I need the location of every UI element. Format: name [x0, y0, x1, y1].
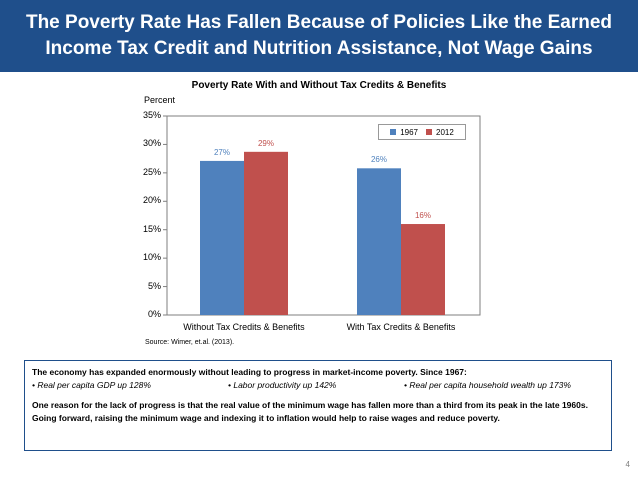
y-tick-label: 30% — [142, 138, 161, 149]
plot-area — [166, 115, 481, 316]
notes-box: The economy has expanded enormously with… — [24, 360, 612, 451]
y-tick-label: 5% — [147, 280, 161, 291]
slide-title-line1: The Poverty Rate Has Fallen Because of P… — [25, 12, 613, 33]
data-label-1967-with: 26% — [370, 155, 387, 165]
y-tick-label: 20% — [142, 195, 161, 206]
data-label-2012-with: 16% — [414, 211, 431, 221]
y-tick-label: 0% — [147, 309, 161, 319]
legend-swatch-1967 — [390, 129, 397, 135]
legend-label-2012: 2012 — [436, 127, 454, 137]
x-category-label-without: Without Tax Credits & Benefits — [183, 322, 305, 332]
bar-1967-with — [357, 168, 401, 315]
y-tick-label: 10% — [142, 252, 161, 263]
legend-label-1967: 1967 — [400, 127, 418, 137]
y-tick-label: 25% — [142, 166, 161, 177]
bar-1967-without — [200, 160, 244, 315]
bullet-gdp: • Real per capita GDP up 128% — [32, 380, 151, 390]
y-tick-label: 35% — [142, 110, 161, 120]
bullet-productivity: • Labor productivity up 142% — [228, 380, 337, 390]
data-label-1967-without: 27% — [213, 147, 230, 157]
notes-bullets: • Real per capita GDP up 128% • Labor pr… — [32, 379, 604, 392]
data-label-2012-without: 29% — [257, 138, 274, 148]
bar-2012-without — [244, 151, 288, 315]
bar-2012-with — [401, 224, 445, 315]
chart-title: Poverty Rate With and Without Tax Credit… — [191, 80, 447, 91]
notes-paragraph: One reason for the lack of progress is t… — [32, 400, 588, 423]
chart-legend: 1967 2012 — [378, 124, 466, 140]
chart-source: Source: Wimer, et.al. (2013). — [145, 339, 235, 346]
x-category-label-with: With Tax Credits & Benefits — [346, 322, 456, 332]
bullet-wealth: • Real per capita household wealth up 17… — [404, 380, 571, 390]
notes-intro: The economy has expanded enormously with… — [32, 367, 467, 377]
legend-swatch-2012 — [426, 129, 432, 135]
y-tick-label: 15% — [142, 223, 161, 234]
y-axis-label: Percent — [144, 95, 176, 105]
slide-title: The Poverty Rate Has Fallen Because of P… — [0, 0, 638, 72]
slide-title-line2: Income Tax Credit and Nutrition Assistan… — [45, 38, 593, 59]
page-number: 4 — [625, 460, 630, 469]
